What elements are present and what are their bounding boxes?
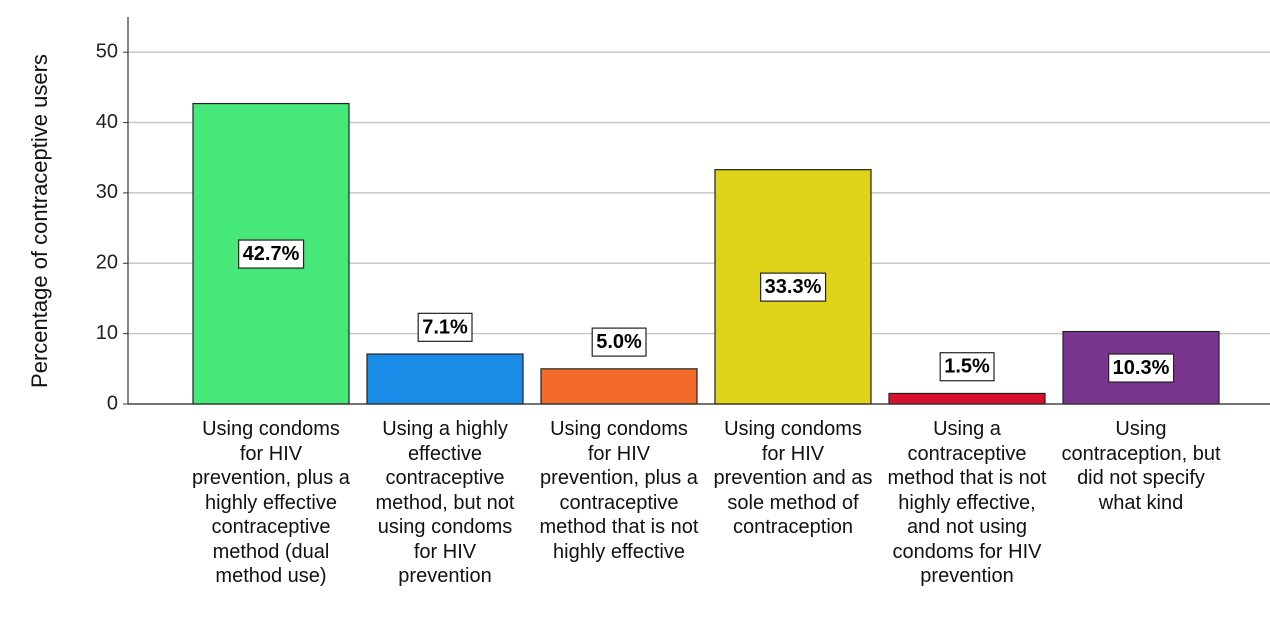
x-tick-label: Using condoms for HIV prevention, plus a… (192, 418, 350, 587)
y-tick-label: 30 (96, 181, 118, 203)
y-tick-label: 10 (96, 322, 118, 344)
value-label-box (238, 239, 305, 269)
y-tick-label: 0 (107, 392, 118, 414)
value-label: 10.3% (1113, 357, 1170, 379)
value-label: 5.0% (596, 331, 642, 353)
value-label: 42.7% (243, 243, 300, 265)
value-label: 33.3% (765, 276, 822, 298)
y-tick-label: 20 (96, 252, 118, 274)
bar (366, 353, 524, 405)
value-label-box (939, 352, 995, 382)
value-label-box (1108, 353, 1175, 383)
bar (540, 368, 698, 405)
x-tick-label: Using condoms for HIV prevention, plus a… (539, 418, 699, 563)
x-tick-label: Using a contraceptive method that is not… (887, 418, 1047, 587)
value-label: 7.1% (422, 316, 468, 338)
y-tick-label: 50 (96, 40, 118, 62)
value-label-box (591, 327, 647, 357)
value-label: 1.5% (944, 356, 990, 378)
y-axis-title: Percentage of contraceptive users (27, 54, 52, 388)
bar (888, 392, 1046, 405)
x-tick-label: Using a highly effective contraceptive m… (375, 418, 515, 587)
value-label-box (760, 272, 827, 302)
value-label-box (417, 312, 473, 342)
y-tick-label: 40 (96, 111, 118, 133)
x-tick-label: Using contraception, but did not specify… (1061, 418, 1221, 514)
x-tick-label: Using condoms for HIV prevention and as … (713, 418, 873, 538)
